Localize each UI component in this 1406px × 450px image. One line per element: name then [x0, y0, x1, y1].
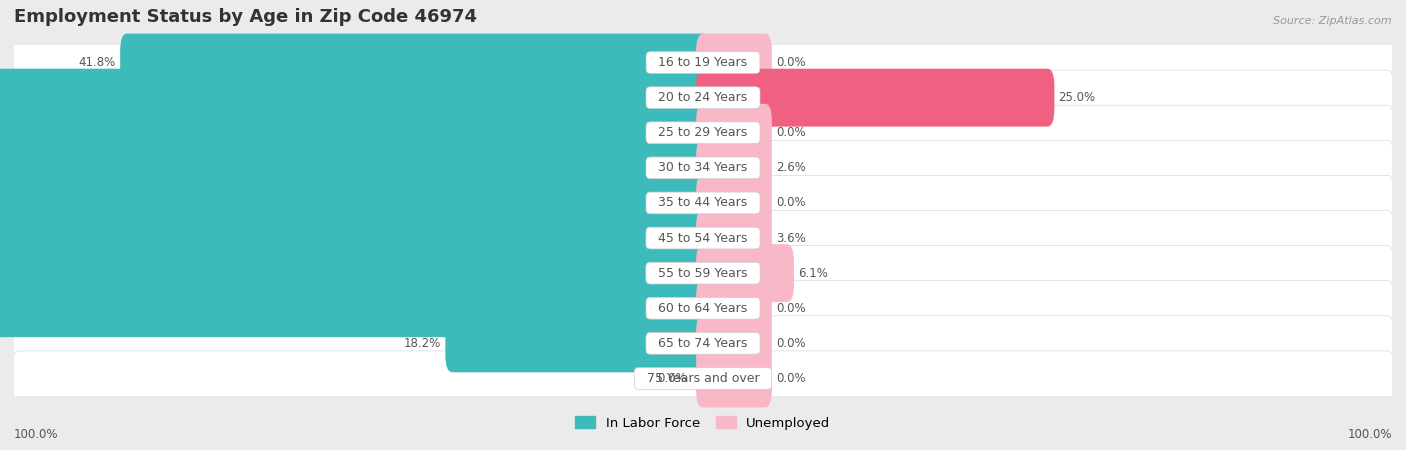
FancyBboxPatch shape [696, 350, 772, 407]
FancyBboxPatch shape [13, 316, 1393, 371]
Legend: In Labor Force, Unemployed: In Labor Force, Unemployed [571, 411, 835, 435]
Text: 75 Years and over: 75 Years and over [638, 372, 768, 385]
Text: 0.0%: 0.0% [776, 302, 806, 315]
Text: 45 to 54 Years: 45 to 54 Years [651, 232, 755, 244]
FancyBboxPatch shape [13, 211, 1393, 266]
FancyBboxPatch shape [13, 70, 1393, 125]
Text: 0.0%: 0.0% [776, 197, 806, 209]
FancyBboxPatch shape [696, 244, 794, 302]
FancyBboxPatch shape [0, 244, 710, 302]
FancyBboxPatch shape [696, 174, 772, 232]
Text: 0.0%: 0.0% [776, 337, 806, 350]
Text: 0.0%: 0.0% [776, 372, 806, 385]
FancyBboxPatch shape [696, 279, 772, 337]
Text: Source: ZipAtlas.com: Source: ZipAtlas.com [1274, 16, 1392, 26]
Text: 3.6%: 3.6% [776, 232, 806, 244]
Text: 100.0%: 100.0% [14, 428, 59, 441]
FancyBboxPatch shape [120, 34, 710, 91]
FancyBboxPatch shape [0, 69, 710, 126]
Text: 35 to 44 Years: 35 to 44 Years [651, 197, 755, 209]
Text: 0.0%: 0.0% [776, 56, 806, 69]
FancyBboxPatch shape [696, 69, 1054, 126]
Text: 25 to 29 Years: 25 to 29 Years [651, 126, 755, 139]
FancyBboxPatch shape [446, 315, 710, 372]
FancyBboxPatch shape [13, 105, 1393, 160]
Text: 55 to 59 Years: 55 to 59 Years [650, 267, 756, 279]
FancyBboxPatch shape [0, 279, 710, 337]
Text: 6.1%: 6.1% [799, 267, 828, 279]
Text: 2.6%: 2.6% [776, 162, 806, 174]
FancyBboxPatch shape [13, 140, 1393, 195]
Text: 60 to 64 Years: 60 to 64 Years [651, 302, 755, 315]
FancyBboxPatch shape [696, 139, 772, 197]
Text: 41.8%: 41.8% [79, 56, 117, 69]
FancyBboxPatch shape [13, 246, 1393, 301]
Text: 0.0%: 0.0% [657, 372, 686, 385]
Text: 0.0%: 0.0% [776, 126, 806, 139]
Text: Employment Status by Age in Zip Code 46974: Employment Status by Age in Zip Code 469… [14, 8, 477, 26]
FancyBboxPatch shape [0, 174, 710, 232]
Text: 20 to 24 Years: 20 to 24 Years [651, 91, 755, 104]
Text: 16 to 19 Years: 16 to 19 Years [651, 56, 755, 69]
FancyBboxPatch shape [696, 104, 772, 162]
Text: 18.2%: 18.2% [404, 337, 441, 350]
Text: 100.0%: 100.0% [1347, 428, 1392, 441]
FancyBboxPatch shape [13, 35, 1393, 90]
Text: 65 to 74 Years: 65 to 74 Years [651, 337, 755, 350]
FancyBboxPatch shape [0, 139, 710, 197]
FancyBboxPatch shape [13, 351, 1393, 406]
FancyBboxPatch shape [696, 34, 772, 91]
FancyBboxPatch shape [696, 315, 772, 372]
FancyBboxPatch shape [0, 104, 710, 162]
FancyBboxPatch shape [13, 176, 1393, 230]
FancyBboxPatch shape [13, 281, 1393, 336]
FancyBboxPatch shape [0, 209, 710, 267]
Text: 30 to 34 Years: 30 to 34 Years [651, 162, 755, 174]
Text: 25.0%: 25.0% [1059, 91, 1095, 104]
FancyBboxPatch shape [696, 209, 772, 267]
